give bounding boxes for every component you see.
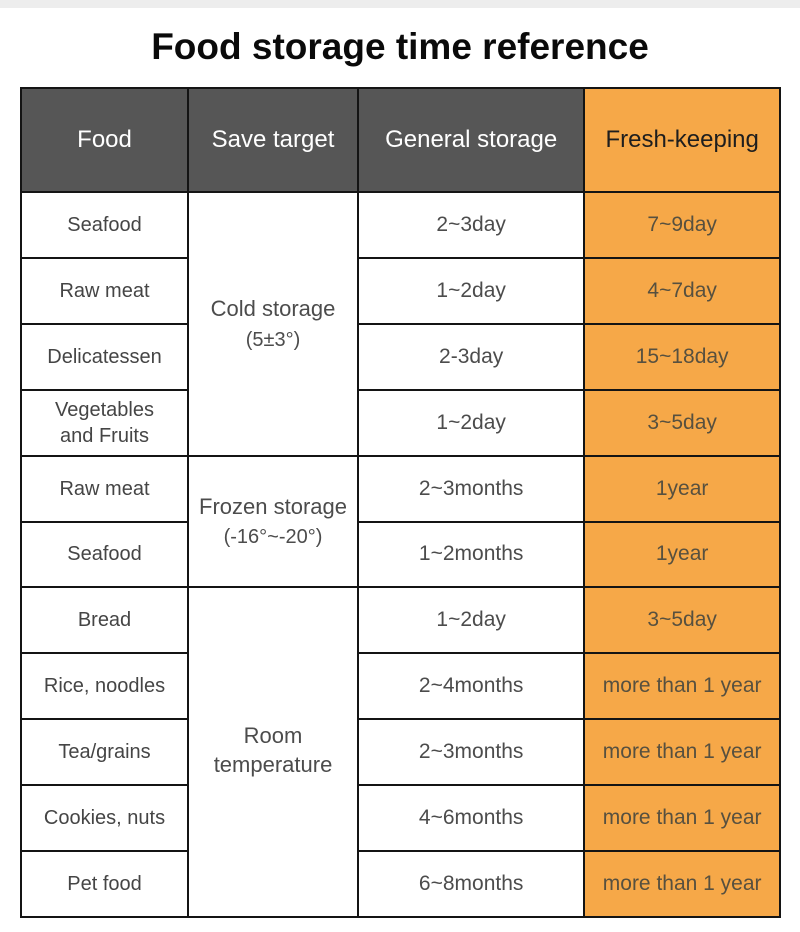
save-target-label: Cold storage xyxy=(210,296,336,322)
food-cell: Seafood xyxy=(22,193,188,257)
general-storage-cell: 2~3months xyxy=(359,720,584,785)
header-food: Food xyxy=(22,89,188,191)
fresh-keeping-cell: 3~5day xyxy=(585,390,779,455)
page-title: Food storage time reference xyxy=(151,26,649,67)
fresh-keeping-cell: 1year xyxy=(585,522,779,587)
save-target-cell-cold-storage: Cold storage (5±3°) xyxy=(189,193,357,455)
general-storage-cell: 1~2day xyxy=(359,390,584,455)
fresh-keeping-cell: 4~7day xyxy=(585,258,779,323)
general-storage-cell: 2~3months xyxy=(359,456,584,521)
fresh-keeping-cell: more than 1 year xyxy=(585,654,779,719)
save-target-temp: (5±3°) xyxy=(245,328,301,351)
food-cell: Delicatessen xyxy=(22,324,188,389)
general-storage-cell: 1~2months xyxy=(359,522,584,587)
fresh-keeping-cell: 15~18day xyxy=(585,324,779,389)
save-target-label: Frozen storage xyxy=(199,493,347,519)
food-cell: Rice, noodles xyxy=(22,654,188,719)
fresh-keeping-cell: more than 1 year xyxy=(585,786,779,851)
fresh-keeping-cell: 3~5day xyxy=(585,588,779,653)
food-cell: Seafood xyxy=(22,522,188,587)
general-storage-cell: 1~2day xyxy=(359,258,584,323)
header-save-target: Save target xyxy=(189,89,357,191)
food-cell: Bread xyxy=(22,588,188,653)
general-storage-cell: 2~3day xyxy=(359,193,584,257)
general-storage-cell: 1~2day xyxy=(359,588,584,653)
general-storage-cell: 2~4months xyxy=(359,654,584,719)
general-storage-cell: 2-3day xyxy=(359,324,584,389)
food-cell: Pet food xyxy=(22,852,188,916)
fresh-keeping-cell: 1year xyxy=(585,456,779,521)
header-general-storage: General storage xyxy=(359,89,584,191)
save-target-cell-room-temperature: Room temperature xyxy=(189,588,357,916)
save-target-temp: (-16°~-20°) xyxy=(223,526,323,549)
food-cell: Cookies, nuts xyxy=(22,786,188,851)
fresh-keeping-cell: more than 1 year xyxy=(585,852,779,916)
general-storage-cell: 6~8months xyxy=(359,852,584,916)
save-target-label: Room temperature xyxy=(213,723,333,777)
top-strip xyxy=(0,0,800,8)
fresh-keeping-cell: 7~9day xyxy=(585,193,779,257)
food-cell: Vegetables and Fruits xyxy=(22,390,188,455)
food-cell: Tea/grains xyxy=(22,720,188,785)
fresh-keeping-cell: more than 1 year xyxy=(585,720,779,785)
food-cell: Raw meat xyxy=(22,456,188,521)
save-target-cell-frozen-storage: Frozen storage (-16°~-20°) xyxy=(189,456,357,587)
header-fresh-keeping: Fresh-keeping xyxy=(585,89,779,191)
general-storage-cell: 4~6months xyxy=(359,786,584,851)
food-cell: Raw meat xyxy=(22,258,188,323)
food-storage-table: Food Save target General storage Fresh-k… xyxy=(20,87,781,918)
